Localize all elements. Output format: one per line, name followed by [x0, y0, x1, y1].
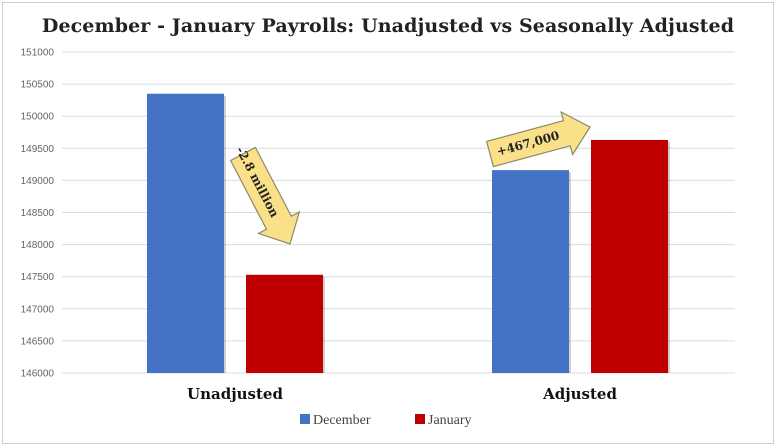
y-tick-label: 147500 — [21, 272, 55, 283]
chart-title: December - January Payrolls: Unadjusted … — [41, 15, 735, 37]
arrow-unadjusted-change — [229, 146, 301, 245]
y-tick-label: 148000 — [21, 240, 55, 251]
y-tick-label: 151000 — [21, 48, 55, 59]
bar-january-unadjusted — [246, 274, 323, 373]
y-tick-label: 149500 — [21, 144, 55, 155]
y-tick-label: 146500 — [21, 336, 55, 347]
y-tick-label: 150500 — [21, 80, 55, 91]
y-tick-label: 148500 — [21, 208, 55, 219]
y-tick-label: 150000 — [21, 112, 55, 123]
arrow-adjusted-change — [485, 110, 591, 168]
bar-january-adjusted — [591, 139, 668, 373]
bar-december-unadjusted — [147, 93, 224, 373]
y-tick-label: 146000 — [21, 369, 55, 380]
x-category-label: Adjusted — [542, 385, 617, 403]
legend-swatch-december — [300, 414, 310, 424]
x-category-label: Unadjusted — [187, 385, 283, 403]
legend-label: December — [313, 413, 371, 428]
y-tick-label: 147000 — [21, 304, 55, 315]
y-tick-label: 149000 — [21, 176, 55, 187]
legend-swatch-january — [415, 414, 425, 424]
legend-label: January — [428, 413, 472, 428]
bar-december-adjusted — [492, 170, 569, 373]
